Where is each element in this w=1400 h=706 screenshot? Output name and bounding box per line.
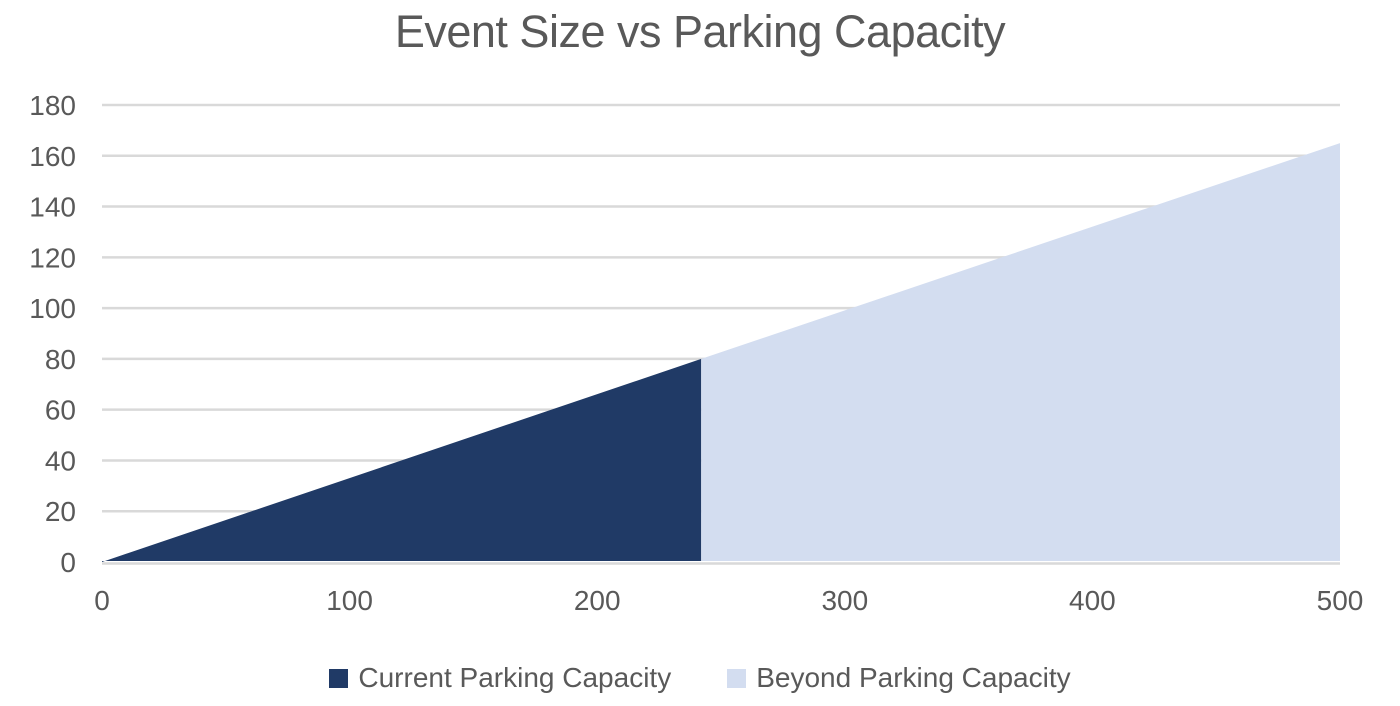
svg-text:40: 40: [45, 445, 76, 476]
chart-title: Event Size vs Parking Capacity: [394, 6, 1006, 57]
svg-text:500: 500: [1317, 585, 1364, 616]
svg-text:200: 200: [574, 585, 621, 616]
svg-text:0: 0: [60, 547, 76, 578]
svg-text:20: 20: [45, 496, 76, 527]
svg-text:80: 80: [45, 344, 76, 375]
legend-swatch-beyond-icon: [727, 668, 747, 688]
area-chart: 0 20 40 60 80 100 120 140 160 180 0 100 200 300 400 500: [29, 90, 1364, 616]
legend-swatch-current-icon: [329, 668, 349, 688]
legend-label-beyond: Beyond Parking Capacity: [756, 662, 1071, 693]
svg-text:140: 140: [29, 192, 76, 223]
svg-text:180: 180: [29, 90, 76, 121]
svg-text:160: 160: [29, 141, 76, 172]
svg-text:300: 300: [821, 585, 868, 616]
svg-text:120: 120: [29, 242, 76, 273]
svg-text:100: 100: [326, 585, 373, 616]
svg-text:100: 100: [29, 293, 76, 324]
legend-item-beyond: Beyond Parking Capacity: [727, 662, 1071, 694]
svg-text:60: 60: [45, 395, 76, 426]
chart-legend: Current Parking Capacity Beyond Parking …: [0, 662, 1400, 694]
svg-text:400: 400: [1069, 585, 1116, 616]
svg-text:0: 0: [94, 585, 110, 616]
legend-item-current: Current Parking Capacity: [329, 662, 671, 694]
legend-label-current: Current Parking Capacity: [358, 662, 672, 693]
